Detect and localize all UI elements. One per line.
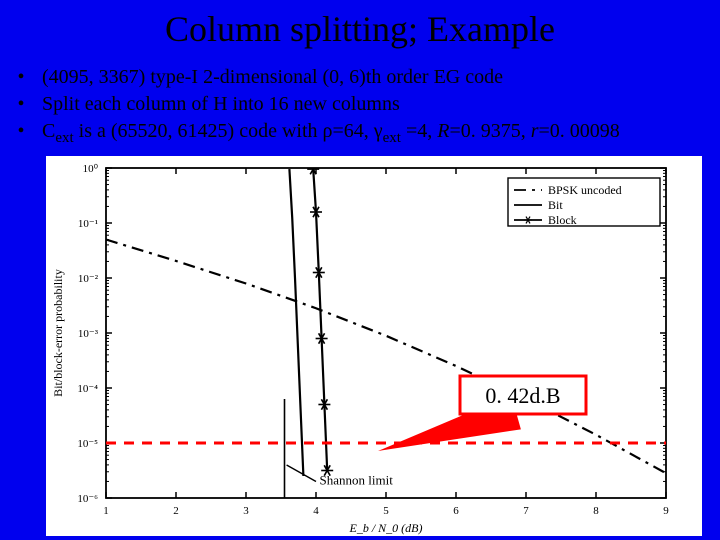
svg-text:8: 8 — [593, 505, 599, 517]
svg-text:E_b / N_0 (dB): E_b / N_0 (dB) — [349, 521, 423, 535]
bullet-text: (4095, 3367) type-I 2-dimensional (0, 6)… — [42, 64, 503, 91]
bullet-item: • Split each column of H into 16 new col… — [12, 91, 710, 118]
svg-text:2: 2 — [173, 505, 179, 517]
bullet-item: • Cext is a (65520, 61425) code with ρ=6… — [12, 118, 710, 148]
svg-text:10⁻¹: 10⁻¹ — [78, 218, 98, 230]
svg-text:Bit/block-error probability: Bit/block-error probability — [51, 269, 65, 397]
bullet-mark: • — [12, 91, 30, 118]
error-probability-chart: 1 2 3 4 5 6 7 8 9 10⁰ 10⁻¹ 10⁻² 10⁻³ 10⁻⁴ 10⁻⁵ 10⁻⁶ E_b … — [46, 156, 702, 536]
svg-text:Shannon limit: Shannon limit — [320, 472, 394, 487]
bullet-list: • (4095, 3367) type-I 2-dimensional (0, … — [12, 64, 710, 148]
svg-text:3: 3 — [243, 505, 249, 517]
svg-text:10⁻³: 10⁻³ — [78, 328, 99, 340]
slide-title: Column splitting; Example — [0, 8, 720, 50]
svg-text:1: 1 — [103, 505, 109, 517]
svg-text:BPSK uncoded: BPSK uncoded — [548, 183, 622, 197]
svg-text:10⁻⁶: 10⁻⁶ — [77, 493, 98, 505]
svg-text:10⁰: 10⁰ — [83, 163, 99, 175]
bullet-mark: • — [12, 118, 30, 148]
bullet-item: • (4095, 3367) type-I 2-dimensional (0, … — [12, 64, 710, 91]
svg-text:10⁻²: 10⁻² — [78, 273, 99, 285]
svg-text:6: 6 — [453, 505, 459, 517]
svg-text:0. 42d.B: 0. 42d.B — [485, 383, 560, 408]
chart-container: 1 2 3 4 5 6 7 8 9 10⁰ 10⁻¹ 10⁻² 10⁻³ 10⁻⁴ 10⁻⁵ 10⁻⁶ E_b … — [46, 156, 702, 536]
bullet-text: Split each column of H into 16 new colum… — [42, 91, 400, 118]
bullet-text: Cext is a (65520, 61425) code with ρ=64,… — [42, 118, 620, 148]
svg-text:7: 7 — [523, 505, 529, 517]
svg-text:9: 9 — [663, 505, 669, 517]
svg-text:5: 5 — [383, 505, 389, 517]
svg-text:Block: Block — [548, 213, 577, 227]
svg-text:Bit: Bit — [548, 198, 563, 212]
svg-text:4: 4 — [313, 505, 319, 517]
svg-text:10⁻⁴: 10⁻⁴ — [77, 383, 98, 395]
bullet-mark: • — [12, 64, 30, 91]
svg-text:10⁻⁵: 10⁻⁵ — [77, 438, 98, 450]
